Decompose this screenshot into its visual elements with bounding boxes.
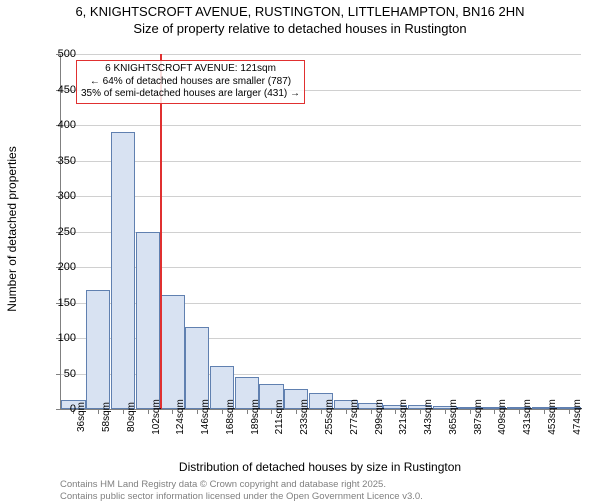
xtick-mark [172, 409, 173, 414]
title-line1: 6, KNIGHTSCROFT AVENUE, RUSTINGTON, LITT… [0, 4, 600, 21]
xtick-label: 189sqm [250, 399, 261, 435]
xtick-mark [569, 409, 570, 414]
xtick-mark [98, 409, 99, 414]
xtick-label: 299sqm [374, 399, 385, 435]
ytick-label: 400 [46, 119, 76, 131]
histogram-bar [86, 290, 110, 409]
gridline [61, 125, 581, 126]
ytick-label: 250 [46, 226, 76, 238]
ytick-label: 350 [46, 155, 76, 167]
gridline [61, 54, 581, 55]
xtick-mark [420, 409, 421, 414]
ytick-label: 0 [46, 403, 76, 415]
xtick-label: 321sqm [398, 399, 409, 435]
xtick-label: 168sqm [225, 399, 236, 435]
y-axis-label: Number of detached properties [5, 146, 19, 311]
xtick-mark [247, 409, 248, 414]
xtick-mark [346, 409, 347, 414]
chart-container: 6, KNIGHTSCROFT AVENUE, RUSTINGTON, LITT… [0, 4, 600, 504]
xtick-label: 146sqm [200, 399, 211, 435]
xtick-mark [296, 409, 297, 414]
histogram-bar [185, 327, 209, 409]
annotation-line: ← 64% of detached houses are smaller (78… [81, 76, 300, 89]
reference-line [160, 54, 162, 409]
annotation-box: 6 KNIGHTSCROFT AVENUE: 121sqm← 64% of de… [76, 60, 305, 104]
xtick-label: 453sqm [547, 399, 558, 435]
ytick-label: 500 [46, 48, 76, 60]
ytick-label: 50 [46, 368, 76, 380]
xtick-mark [371, 409, 372, 414]
xtick-mark [445, 409, 446, 414]
xtick-label: 58sqm [101, 402, 112, 432]
xtick-mark [271, 409, 272, 414]
x-axis-label: Distribution of detached houses by size … [60, 460, 580, 474]
chart-title: 6, KNIGHTSCROFT AVENUE, RUSTINGTON, LITT… [0, 4, 600, 38]
xtick-mark [148, 409, 149, 414]
annotation-line: 35% of semi-detached houses are larger (… [81, 88, 300, 101]
plot-area: 6 KNIGHTSCROFT AVENUE: 121sqm← 64% of de… [60, 54, 581, 410]
xtick-label: 343sqm [423, 399, 434, 435]
xtick-mark [544, 409, 545, 414]
ytick-label: 150 [46, 297, 76, 309]
xtick-mark [494, 409, 495, 414]
xtick-label: 365sqm [448, 399, 459, 435]
footer-line1: Contains HM Land Registry data © Crown c… [60, 479, 423, 490]
ytick-label: 200 [46, 261, 76, 273]
annotation-line: 6 KNIGHTSCROFT AVENUE: 121sqm [81, 63, 300, 76]
xtick-mark [519, 409, 520, 414]
xtick-label: 255sqm [324, 399, 335, 435]
ytick-label: 300 [46, 190, 76, 202]
xtick-label: 80sqm [126, 402, 137, 432]
ytick-label: 450 [46, 84, 76, 96]
xtick-mark [395, 409, 396, 414]
xtick-label: 36sqm [76, 402, 87, 432]
footer-attribution: Contains HM Land Registry data © Crown c… [60, 479, 423, 502]
footer-line2: Contains public sector information licen… [60, 491, 423, 502]
ytick-label: 100 [46, 332, 76, 344]
histogram-bar [136, 232, 160, 410]
histogram-bar [111, 132, 135, 409]
xtick-mark [321, 409, 322, 414]
gridline [61, 161, 581, 162]
title-line2: Size of property relative to detached ho… [0, 21, 600, 38]
xtick-label: 431sqm [522, 399, 533, 435]
gridline [61, 196, 581, 197]
xtick-mark [197, 409, 198, 414]
xtick-label: 387sqm [473, 399, 484, 435]
xtick-label: 233sqm [299, 399, 310, 435]
xtick-label: 277sqm [349, 399, 360, 435]
xtick-label: 409sqm [497, 399, 508, 435]
histogram-bar [160, 295, 184, 409]
xtick-mark [222, 409, 223, 414]
xtick-mark [470, 409, 471, 414]
xtick-label: 211sqm [274, 400, 285, 435]
xtick-label: 102sqm [151, 399, 162, 435]
xtick-label: 474sqm [572, 399, 583, 435]
xtick-mark [123, 409, 124, 414]
xtick-label: 124sqm [175, 399, 186, 435]
